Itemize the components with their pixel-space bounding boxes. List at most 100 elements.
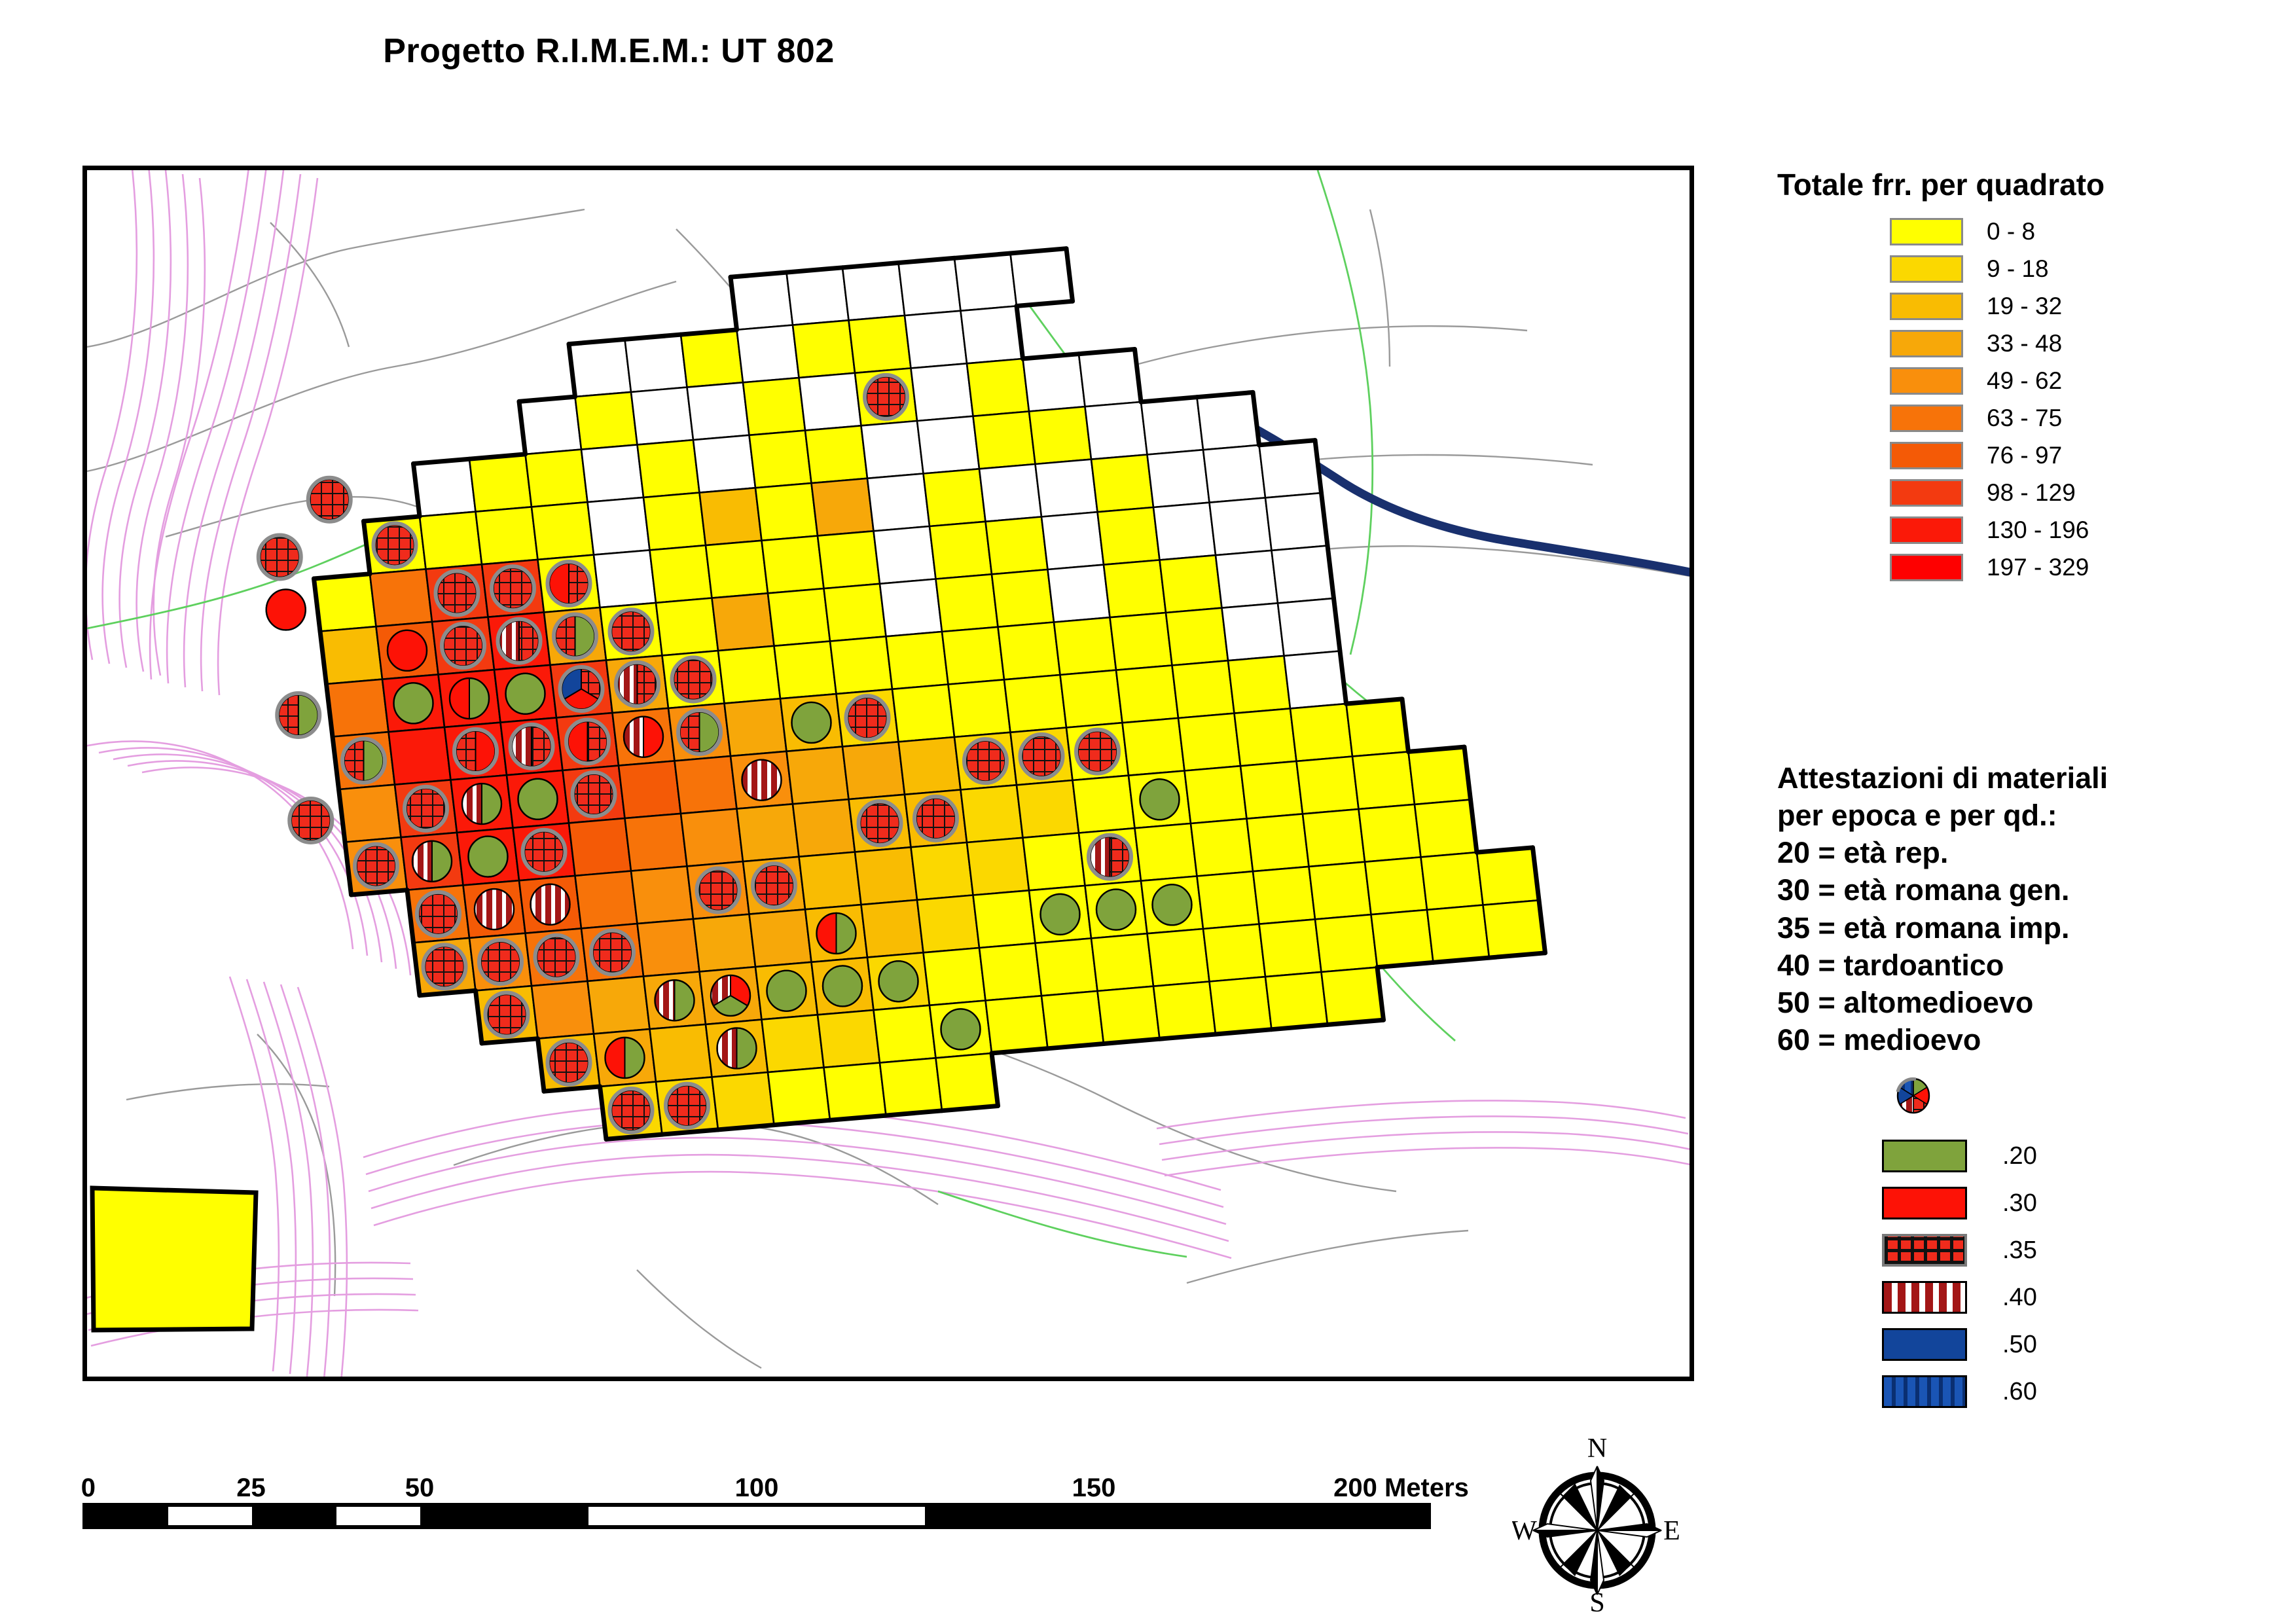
survey-cell[interactable] xyxy=(412,458,477,518)
survey-cell[interactable] xyxy=(1308,861,1372,920)
survey-cell[interactable] xyxy=(692,913,757,973)
survey-cell[interactable] xyxy=(524,448,588,508)
survey-cell[interactable] xyxy=(922,947,986,1007)
survey-cell[interactable] xyxy=(587,496,651,556)
material-pie-marker[interactable] xyxy=(589,928,636,977)
material-pie-marker[interactable] xyxy=(256,533,303,581)
survey-cell[interactable] xyxy=(1202,923,1267,983)
material-pie-marker[interactable] xyxy=(558,665,605,713)
material-pie-marker[interactable] xyxy=(306,475,353,524)
survey-cell[interactable] xyxy=(786,266,850,327)
survey-cell[interactable] xyxy=(1314,913,1379,973)
survey-cell[interactable] xyxy=(698,486,763,547)
survey-cell[interactable] xyxy=(655,597,719,657)
material-pie-marker[interactable] xyxy=(654,979,695,1022)
survey-cell[interactable] xyxy=(1121,717,1185,777)
survey-cell[interactable] xyxy=(804,424,869,484)
material-pie-marker[interactable] xyxy=(1074,727,1121,776)
survey-cell[interactable] xyxy=(630,386,695,446)
survey-cell[interactable] xyxy=(1407,746,1472,806)
survey-cell[interactable] xyxy=(922,467,986,528)
material-pie-marker[interactable] xyxy=(962,737,1009,785)
survey-cell[interactable] xyxy=(617,759,682,820)
survey-cell[interactable] xyxy=(1047,564,1111,623)
material-pie-marker[interactable] xyxy=(710,974,751,1017)
material-pie-markers[interactable] xyxy=(256,372,1193,1135)
survey-cell[interactable] xyxy=(978,463,1043,523)
material-pie-marker[interactable] xyxy=(477,938,524,986)
survey-cell[interactable] xyxy=(686,381,750,441)
survey-cell[interactable] xyxy=(1034,458,1098,518)
survey-cell[interactable] xyxy=(649,1023,713,1083)
material-pie-marker[interactable] xyxy=(552,612,598,660)
survey-cell[interactable] xyxy=(518,395,583,456)
material-pie-marker[interactable] xyxy=(766,969,807,1012)
material-pie-marker[interactable] xyxy=(505,672,546,715)
survey-cell[interactable] xyxy=(1152,501,1217,561)
material-pie-marker[interactable] xyxy=(1151,884,1193,926)
survey-cell[interactable] xyxy=(941,626,1005,685)
survey-cell[interactable] xyxy=(935,573,999,633)
survey-cell[interactable] xyxy=(717,645,782,705)
materials-legend-row[interactable]: .30 xyxy=(1882,1180,2294,1227)
material-pie-marker[interactable] xyxy=(676,708,723,756)
survey-cell[interactable] xyxy=(1475,846,1540,907)
survey-cell[interactable] xyxy=(1358,803,1422,863)
survey-cell[interactable] xyxy=(1102,559,1167,619)
survey-cell[interactable] xyxy=(960,784,1024,844)
survey-cell[interactable] xyxy=(1239,760,1304,820)
survey-cell[interactable] xyxy=(823,583,887,643)
material-pie-marker[interactable] xyxy=(440,622,486,670)
survey-cell[interactable] xyxy=(1196,870,1260,930)
survey-cell[interactable] xyxy=(916,894,981,954)
material-pie-marker[interactable] xyxy=(664,1081,710,1130)
material-pie-marker[interactable] xyxy=(415,890,461,938)
survey-cell[interactable] xyxy=(816,1009,881,1069)
material-pie-marker[interactable] xyxy=(1087,833,1133,881)
survey-cell[interactable] xyxy=(1084,401,1148,461)
survey-cell[interactable] xyxy=(636,439,700,499)
survey-cell[interactable] xyxy=(767,587,831,647)
survey-cell[interactable] xyxy=(1482,899,1546,959)
material-pie-marker[interactable] xyxy=(403,784,449,833)
survey-cell[interactable] xyxy=(1022,832,1086,892)
density-legend-row[interactable]: 19 - 32 xyxy=(1890,289,2275,323)
survey-cell[interactable] xyxy=(1271,545,1335,604)
survey-cell[interactable] xyxy=(935,1052,999,1112)
survey-cell[interactable] xyxy=(878,1056,943,1117)
survey-cell[interactable] xyxy=(530,980,595,1040)
material-pie-marker[interactable] xyxy=(614,660,660,708)
survey-cell[interactable] xyxy=(1096,985,1161,1045)
material-pie-marker[interactable] xyxy=(570,770,617,819)
survey-cell[interactable] xyxy=(761,535,825,594)
survey-cell[interactable] xyxy=(823,1062,887,1121)
survey-cell[interactable] xyxy=(841,262,906,321)
survey-cell[interactable] xyxy=(748,429,812,489)
survey-cell[interactable] xyxy=(928,520,993,580)
survey-cell[interactable] xyxy=(574,391,638,451)
survey-cell[interactable] xyxy=(1426,904,1491,964)
survey-cell[interactable] xyxy=(1264,492,1329,552)
material-pie-marker[interactable] xyxy=(421,943,468,991)
survey-cell[interactable] xyxy=(1146,448,1210,509)
material-pie-marker[interactable] xyxy=(716,1027,757,1070)
survey-cell[interactable] xyxy=(885,630,949,691)
survey-cell[interactable] xyxy=(1252,865,1316,926)
material-pie-marker[interactable] xyxy=(448,677,490,720)
material-pie-marker[interactable] xyxy=(863,372,909,421)
material-pie-marker[interactable] xyxy=(411,840,453,883)
survey-cell[interactable] xyxy=(1115,664,1180,724)
material-pie-marker[interactable] xyxy=(490,564,536,613)
materials-legend-row[interactable]: .40 xyxy=(1882,1274,2294,1321)
survey-cell[interactable] xyxy=(773,640,837,700)
survey-cell[interactable] xyxy=(1140,396,1204,456)
survey-cell[interactable] xyxy=(1258,439,1322,499)
survey-cell[interactable] xyxy=(642,492,707,551)
survey-cell[interactable] xyxy=(848,314,912,374)
survey-cell[interactable] xyxy=(723,697,787,757)
survey-cell[interactable] xyxy=(791,798,856,858)
density-legend-row[interactable]: 9 - 18 xyxy=(1890,251,2275,286)
survey-cell[interactable] xyxy=(1053,616,1117,676)
survey-cell[interactable] xyxy=(1077,348,1142,408)
survey-cell[interactable] xyxy=(674,755,738,815)
